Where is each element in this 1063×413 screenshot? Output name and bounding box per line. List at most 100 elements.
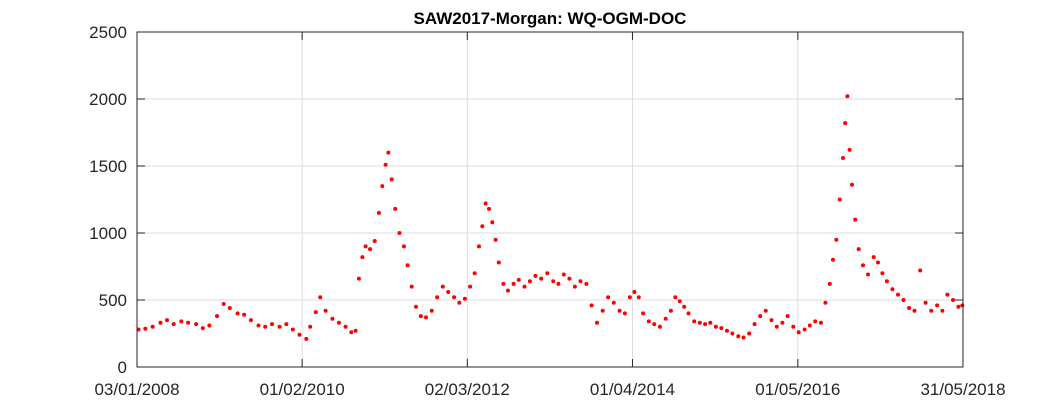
data-point [752, 322, 757, 327]
data-point [483, 201, 488, 206]
data-point [179, 319, 184, 324]
data-point [414, 304, 418, 309]
y-tick-label: 1500 [89, 157, 127, 176]
data-point [627, 295, 632, 300]
data-point [850, 182, 854, 187]
data-point [435, 295, 440, 300]
data-point [270, 322, 274, 327]
data-point [207, 323, 212, 328]
data-point [200, 326, 205, 331]
data-point [330, 316, 335, 321]
data-point [725, 328, 729, 333]
data-point [397, 231, 402, 235]
data-point [622, 311, 627, 316]
data-point [951, 298, 955, 302]
data-point [468, 284, 473, 289]
data-point [186, 320, 191, 325]
data-point [713, 324, 718, 329]
data-point [856, 247, 861, 252]
data-point [890, 287, 895, 292]
data-point [343, 324, 348, 329]
x-tick-label: 03/01/2008 [94, 380, 179, 399]
data-point [506, 288, 510, 293]
data-point [646, 319, 651, 324]
data-point [935, 303, 940, 308]
data-point [606, 295, 611, 300]
data-point [477, 244, 481, 249]
data-point [697, 320, 702, 325]
data-point [487, 206, 491, 211]
data-point [284, 322, 289, 327]
data-point [143, 326, 148, 331]
data-point [290, 327, 295, 332]
data-point [490, 220, 495, 225]
data-point [227, 306, 232, 310]
data-point [501, 281, 506, 286]
data-point [429, 308, 434, 313]
data-point [853, 217, 858, 222]
data-point [511, 281, 516, 286]
data-point [663, 316, 668, 321]
data-point [730, 331, 735, 336]
data-point [758, 314, 763, 319]
x-tick-label: 01/04/2014 [590, 380, 675, 399]
data-point [356, 276, 361, 281]
data-point [235, 311, 240, 316]
plot-area-frame [136, 31, 964, 368]
data-point [780, 320, 785, 325]
data-point [945, 292, 950, 297]
data-point [248, 318, 253, 323]
data-point [834, 237, 839, 242]
x-tick-label: 01/02/2010 [260, 380, 345, 399]
y-tick-label: 2500 [89, 23, 127, 42]
data-point [884, 279, 889, 284]
data-point [389, 177, 394, 182]
data-point [940, 308, 945, 313]
data-point [383, 162, 388, 167]
data-point [368, 247, 372, 252]
data-point [818, 320, 823, 325]
data-point [446, 290, 451, 294]
data-point [360, 255, 365, 260]
data-point [386, 150, 391, 155]
data-point [876, 260, 880, 265]
data-point [516, 277, 521, 282]
data-point [741, 335, 746, 340]
data-point [263, 324, 268, 329]
data-point [763, 308, 768, 313]
data-point [165, 318, 169, 323]
data-point [452, 295, 457, 300]
data-point [907, 306, 912, 310]
data-point [171, 322, 176, 327]
grid [137, 32, 963, 367]
data-point [409, 284, 414, 289]
data-point [405, 263, 410, 268]
data-point [561, 272, 566, 277]
data-point [353, 328, 358, 333]
data-point [802, 327, 807, 332]
data-point [641, 311, 646, 316]
data-point [847, 147, 852, 152]
y-tick-label: 2000 [89, 90, 127, 109]
data-point [336, 320, 341, 325]
data-point [769, 318, 774, 323]
data-point [813, 319, 818, 324]
data-point [807, 323, 812, 328]
data-point [527, 279, 532, 284]
data-point [719, 326, 724, 331]
data-point [589, 303, 594, 308]
x-tick-label: 31/05/2018 [920, 380, 1005, 399]
data-point [242, 312, 247, 317]
data-point [493, 237, 498, 242]
data-point [462, 296, 467, 301]
data-point [472, 271, 477, 276]
data-point [686, 311, 691, 316]
x-tick-label: 01/05/2016 [755, 380, 840, 399]
data-point [572, 284, 577, 289]
data-point [929, 308, 934, 313]
data-point [831, 257, 835, 262]
data-point [556, 281, 561, 286]
y-axis-tick-labels: 0 500 1000 1500 2000 2500 [89, 23, 127, 377]
data-point [682, 304, 687, 309]
y-tick-label: 500 [99, 291, 127, 310]
